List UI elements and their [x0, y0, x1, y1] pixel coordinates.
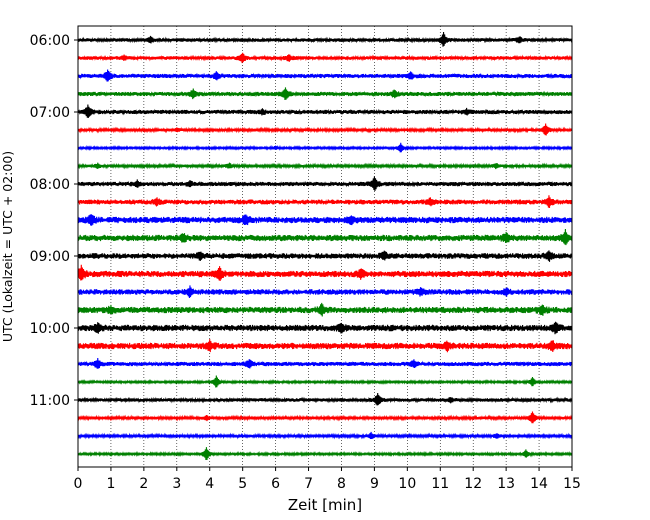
y-tick-label: 06:00	[30, 33, 70, 49]
x-tick-label: 8	[337, 476, 346, 492]
y-tick-label: 11:00	[30, 393, 70, 409]
trace-line	[77, 214, 573, 226]
y-tick-label: 08:00	[30, 177, 70, 193]
trace-line	[77, 393, 573, 406]
trace-line	[77, 87, 573, 100]
trace-line	[77, 229, 573, 246]
trace-line	[77, 302, 573, 317]
x-tick-label: 14	[530, 476, 548, 492]
y-tick-label: 09:00	[30, 249, 70, 265]
trace-line	[77, 123, 573, 136]
trace-line	[77, 162, 573, 170]
x-tick-label: 7	[304, 476, 313, 492]
y-tick-label: 10:00	[30, 321, 70, 337]
y-tick-label: 07:00	[30, 105, 70, 121]
trace-line	[77, 411, 573, 424]
trace-line	[77, 69, 573, 82]
x-axis-label: Zeit [min]	[288, 496, 362, 514]
x-tick-label: 5	[238, 476, 247, 492]
trace-line	[77, 142, 573, 153]
trace-line	[77, 339, 573, 353]
trace-line	[77, 32, 573, 47]
trace-line	[77, 431, 573, 440]
x-tick-label: 3	[172, 476, 181, 492]
trace-line	[77, 250, 573, 262]
x-tick-label: 13	[497, 476, 515, 492]
trace-line	[77, 358, 573, 369]
x-tick-label: 6	[271, 476, 280, 492]
x-axis-ticks: 0 1 2 3 4 5 6 7 8 9 10 11 12 13 14 15	[74, 467, 581, 492]
x-tick-label: 4	[205, 476, 214, 492]
trace-line	[77, 285, 573, 299]
trace-line	[77, 264, 573, 281]
x-tick-label: 12	[464, 476, 482, 492]
trace-line	[77, 104, 573, 118]
plot-frame	[77, 25, 573, 468]
x-tick-label: 11	[431, 476, 449, 492]
trace-line	[77, 52, 573, 64]
trace-line	[77, 375, 573, 388]
seismic-traces	[77, 32, 573, 460]
trace-line	[77, 447, 573, 460]
y-axis-ticks: 06:00 07:00 08:00 09:00 10:00 11:00	[30, 33, 78, 409]
trace-line	[77, 195, 573, 209]
x-tick-label: 9	[370, 476, 379, 492]
x-tick-label: 0	[74, 476, 83, 492]
x-tick-label: 10	[398, 476, 416, 492]
y-axis-label: UTC (Lokalzeit = UTC + 02:00)	[0, 151, 15, 342]
trace-line	[77, 321, 573, 335]
x-tick-label: 2	[139, 476, 148, 492]
x-tick-label: 1	[106, 476, 115, 492]
trace-line	[77, 176, 573, 191]
x-tick-label: 15	[563, 476, 581, 492]
